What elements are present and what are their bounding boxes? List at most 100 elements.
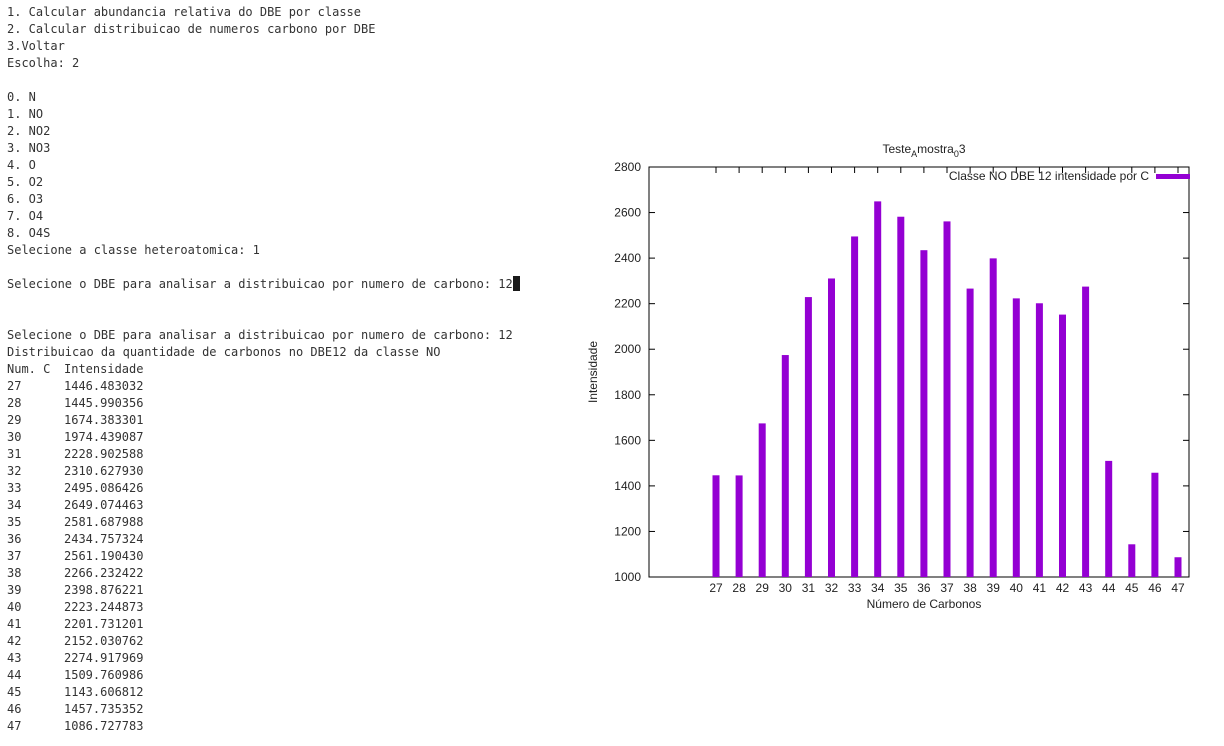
x-tick-label: 39 <box>987 581 1001 595</box>
y-tick-label: 2000 <box>614 342 641 356</box>
dbe-echo: Selecione o DBE para analisar a distribu… <box>7 328 513 342</box>
x-tick-label: 27 <box>709 581 723 595</box>
table-row: 34 2649.074463 <box>7 497 567 514</box>
cell-intensidade: 1446.483032 <box>64 379 144 393</box>
plot-frame <box>648 166 1190 578</box>
cell-num-c: 34 <box>7 498 22 512</box>
cell-intensidade: 2561.190430 <box>64 549 144 563</box>
cell-num-c: 39 <box>7 583 22 597</box>
y-tick-label: 1800 <box>614 388 641 402</box>
table-row: 37 2561.190430 <box>7 548 567 565</box>
x-tick-label: 41 <box>1033 581 1047 595</box>
cell-num-c: 44 <box>7 668 22 682</box>
table-row: 36 2434.757324 <box>7 531 567 548</box>
x-tick-label: 47 <box>1171 581 1185 595</box>
cell-intensidade: 2398.876221 <box>64 583 144 597</box>
bar-c43 <box>1082 286 1090 577</box>
menu-line: 3.Voltar <box>7 39 65 53</box>
table-row: 29 1674.383301 <box>7 412 567 429</box>
table-header: Num. C Intensidade <box>7 361 567 378</box>
bar-c28 <box>735 475 743 577</box>
table-row: 47 1086.727783 <box>7 718 567 735</box>
cell-num-c: 40 <box>7 600 22 614</box>
bar-c33 <box>851 236 859 577</box>
y-axis-label: Intensidade <box>586 341 600 403</box>
x-tick-label: 35 <box>894 581 908 595</box>
cell-intensidade: 2649.074463 <box>64 498 144 512</box>
bar-c36 <box>920 250 928 578</box>
table-row: 39 2398.876221 <box>7 582 567 599</box>
cell-intensidade: 2266.232422 <box>64 566 144 580</box>
cell-intensidade: 1974.439087 <box>64 430 144 444</box>
bar-c45 <box>1128 544 1136 577</box>
table-row: 31 2228.902588 <box>7 446 567 463</box>
x-tick-label: 43 <box>1079 581 1093 595</box>
bar-c30 <box>781 355 789 577</box>
bar-c35 <box>897 216 905 577</box>
x-tick-label: 38 <box>963 581 977 595</box>
title-part-1: Teste <box>882 142 911 156</box>
class-item: 8. O4S <box>7 226 51 240</box>
y-tick-label: 1600 <box>614 433 641 447</box>
class-item: 4. O <box>7 158 36 172</box>
table-row: 46 1457.735352 <box>7 701 567 718</box>
legend-label: Classe NO DBE 12 intensidade por C <box>949 169 1149 183</box>
x-tick-label: 44 <box>1102 581 1116 595</box>
cell-num-c: 38 <box>7 566 22 580</box>
cell-num-c: 27 <box>7 379 22 393</box>
y-tick-label: 2400 <box>614 251 641 265</box>
class-item: 3. NO3 <box>7 141 51 155</box>
bar-c29 <box>758 423 766 577</box>
x-tick-label: 31 <box>802 581 816 595</box>
x-tick-label: 34 <box>871 581 885 595</box>
class-item: 0. N <box>7 90 36 104</box>
chart-title: TesteAmostra03 <box>882 142 965 159</box>
menu-line: 2. Calcular distribuicao de numeros carb… <box>7 22 376 36</box>
y-tick-label: 2200 <box>614 297 641 311</box>
bar-c41 <box>1035 303 1043 577</box>
y-axis-ticks: 1000 1200 1400 1600 1800 2000 2200 2400 2600 2800 <box>614 160 1189 584</box>
class-prompt: Selecione a classe heteroatomica: 1 <box>7 243 260 257</box>
y-tick-label: 1200 <box>614 524 641 538</box>
x-tick-label: 29 <box>756 581 770 595</box>
bar-c38 <box>966 288 974 577</box>
table-row: 41 2201.731201 <box>7 616 567 633</box>
cell-num-c: 29 <box>7 413 22 427</box>
y-tick-label: 1400 <box>614 479 641 493</box>
cell-num-c: 47 <box>7 719 22 733</box>
table-row: 28 1445.990356 <box>7 395 567 412</box>
gnuplot-chart: TesteAmostra03 1000 1200 1400 1600 1800 2000 2… <box>586 142 1190 611</box>
cell-num-c: 31 <box>7 447 22 461</box>
x-tick-label: 42 <box>1056 581 1070 595</box>
dbe-input-prompt: Selecione o DBE para analisar a distribu… <box>7 277 513 291</box>
distribution-title: Distribuicao da quantidade de carbonos n… <box>7 345 441 359</box>
x-tick-label: 46 <box>1148 581 1162 595</box>
cell-intensidade: 1457.735352 <box>64 702 144 716</box>
cell-num-c: 33 <box>7 481 22 495</box>
cell-num-c: 35 <box>7 515 22 529</box>
terminal-output[interactable]: 1. Calcular abundancia relativa do DBE p… <box>7 4 567 742</box>
cell-num-c: 32 <box>7 464 22 478</box>
x-tick-label: 32 <box>825 581 839 595</box>
title-sub-1: A <box>911 149 917 159</box>
menu-block: 1. Calcular abundancia relativa do DBE p… <box>7 4 567 72</box>
text-cursor <box>512 276 520 291</box>
cell-intensidade: 2495.086426 <box>64 481 144 495</box>
class-item: 6. O3 <box>7 192 44 206</box>
bar-series <box>712 201 1182 578</box>
cell-intensidade: 2201.731201 <box>64 617 144 631</box>
x-tick-label: 45 <box>1125 581 1139 595</box>
table-row: 45 1143.606812 <box>7 684 567 701</box>
bar-c44 <box>1105 460 1113 577</box>
cell-num-c: 46 <box>7 702 22 716</box>
cell-num-c: 42 <box>7 634 22 648</box>
y-tick-label: 2600 <box>614 206 641 220</box>
dbe-input-line[interactable]: Selecione o DBE para analisar a distribu… <box>7 276 567 293</box>
cell-intensidade: 2223.244873 <box>64 600 144 614</box>
table-row: 44 1509.760986 <box>7 667 567 684</box>
y-tick-label: 1000 <box>614 570 641 584</box>
cell-num-c: 41 <box>7 617 22 631</box>
x-tick-label: 36 <box>917 581 931 595</box>
table-row: 42 2152.030762 <box>7 633 567 650</box>
cell-intensidade: 2228.902588 <box>64 447 144 461</box>
